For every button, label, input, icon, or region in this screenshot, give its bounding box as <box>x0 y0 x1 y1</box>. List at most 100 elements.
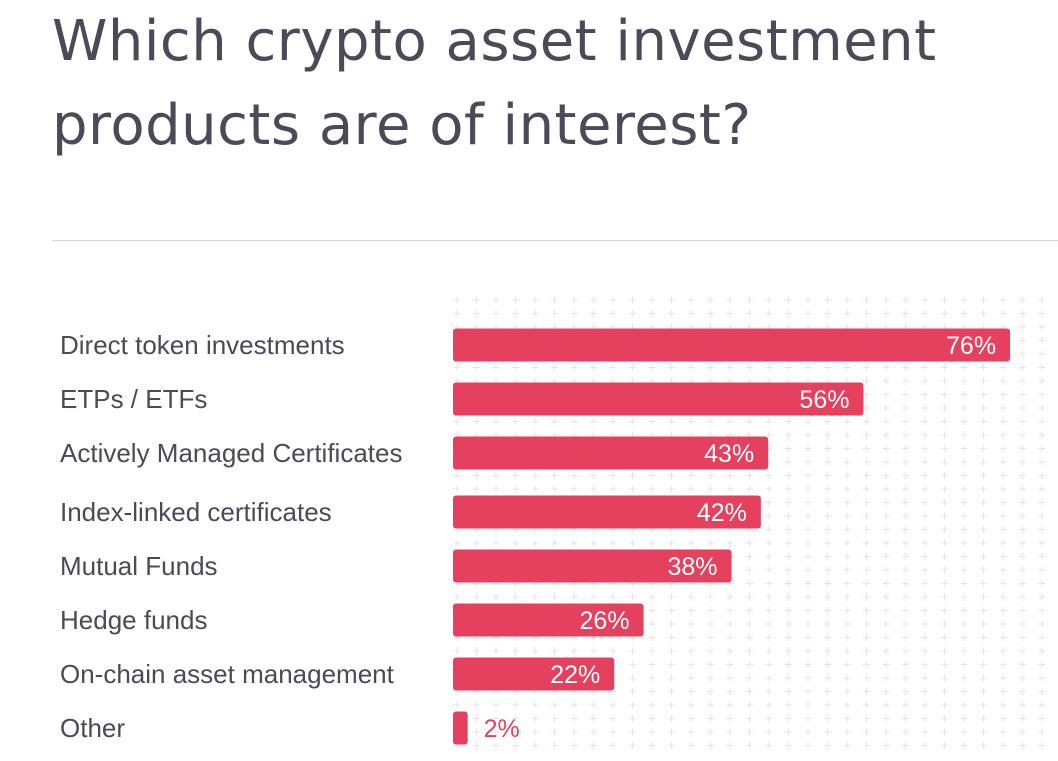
grid-plus-mark <box>863 445 870 452</box>
grid-plus-mark <box>1019 431 1026 439</box>
grid-plus-mark <box>785 485 792 493</box>
grid-plus-mark <box>941 647 948 655</box>
grid-plus-mark <box>746 553 753 560</box>
grid-plus-mark <box>707 593 714 601</box>
grid-plus-mark <box>629 647 636 655</box>
grid-plus-mark <box>863 674 870 682</box>
grid-plus-mark <box>1019 418 1026 425</box>
grid-plus-mark <box>570 647 578 655</box>
grid-plus-mark <box>980 566 987 574</box>
grid-plus-mark <box>824 485 831 493</box>
grid-plus-mark <box>1019 323 1026 331</box>
grid-plus-mark <box>1038 620 1046 628</box>
grid-plus-mark <box>1019 715 1026 722</box>
grid-plus-mark <box>531 701 539 709</box>
grid-plus-mark <box>1019 607 1026 614</box>
grid-plus-mark <box>512 647 519 655</box>
grid-plus-mark <box>902 634 909 641</box>
grid-plus-mark <box>668 620 675 628</box>
grid-plus-mark <box>843 512 851 520</box>
grid-plus-mark <box>726 742 734 749</box>
grid-plus-mark <box>999 445 1007 452</box>
grid-plus-mark <box>687 661 695 668</box>
grid-plus-mark <box>726 296 734 304</box>
grid-plus-mark <box>765 485 773 493</box>
grid-plus-mark <box>765 526 773 533</box>
grid-plus-mark <box>765 634 773 641</box>
grid-plus-mark <box>629 296 636 304</box>
grid-plus-mark <box>785 566 792 574</box>
grid-plus-mark <box>921 742 929 749</box>
grid-plus-mark <box>785 539 792 547</box>
grid-plus-mark <box>843 674 851 682</box>
grid-plus-mark <box>804 580 812 587</box>
grid-plus-mark <box>960 472 968 479</box>
grid-plus-mark <box>1038 512 1046 520</box>
grid-plus-mark <box>746 296 753 304</box>
grid-plus-mark <box>473 701 480 709</box>
grid-plus-mark <box>746 634 753 641</box>
grid-plus-mark <box>960 607 968 614</box>
grid-plus-mark <box>999 526 1007 533</box>
grid-plus-mark <box>960 458 968 466</box>
grid-plus-mark <box>921 512 929 520</box>
grid-plus-mark <box>960 634 968 641</box>
grid-plus-mark <box>785 310 792 317</box>
grid-plus-mark <box>1038 566 1046 574</box>
grid-plus-mark <box>882 418 890 425</box>
grid-plus-mark <box>765 418 773 425</box>
grid-plus-mark <box>999 472 1007 479</box>
grid-plus-mark <box>668 296 675 304</box>
grid-plus-mark <box>785 688 792 695</box>
grid-plus-mark <box>551 647 558 655</box>
grid-plus-mark <box>960 485 968 493</box>
grid-plus-mark <box>882 634 890 641</box>
grid-plus-mark <box>1019 485 1026 493</box>
grid-plus-mark <box>843 539 851 547</box>
grid-plus-mark <box>453 647 461 655</box>
grid-plus-mark <box>473 296 480 304</box>
grid-plus-mark <box>921 728 929 736</box>
grid-plus-mark <box>863 472 870 479</box>
grid-plus-mark <box>765 647 773 655</box>
grid-plus-mark <box>590 647 597 655</box>
grid-plus-mark <box>609 539 617 547</box>
grid-plus-mark <box>531 742 539 749</box>
grid-plus-mark <box>882 512 890 520</box>
grid-plus-mark <box>921 553 929 560</box>
grid-plus-mark <box>1038 310 1046 317</box>
grid-plus-mark <box>902 539 909 547</box>
grid-plus-mark <box>960 620 968 628</box>
grid-plus-mark <box>512 728 519 736</box>
grid-plus-mark <box>824 620 831 628</box>
grid-plus-mark <box>590 728 597 736</box>
grid-plus-mark <box>453 364 461 371</box>
grid-plus-mark <box>921 647 929 655</box>
grid-plus-mark <box>882 647 890 655</box>
grid-plus-mark <box>746 539 753 547</box>
grid-plus-mark <box>785 728 792 736</box>
grid-plus-mark <box>746 566 753 574</box>
grid-plus-mark <box>609 310 617 317</box>
grid-plus-mark <box>1038 715 1046 722</box>
grid-plus-mark <box>531 296 539 304</box>
grid-plus-mark <box>824 593 831 601</box>
grid-plus-mark <box>648 310 656 317</box>
grid-plus-mark <box>1038 580 1046 587</box>
grid-plus-mark <box>492 485 500 493</box>
grid-plus-mark <box>687 674 695 682</box>
grid-plus-mark <box>960 526 968 533</box>
grid-plus-mark <box>824 445 831 452</box>
grid-plus-mark <box>843 742 851 749</box>
grid-plus-mark <box>843 458 851 466</box>
grid-plus-mark <box>824 566 831 574</box>
grid-plus-mark <box>882 377 890 385</box>
grid-plus-mark <box>960 418 968 425</box>
grid-plus-mark <box>980 647 987 655</box>
category-label: Other <box>60 713 125 743</box>
grid-plus-mark <box>765 674 773 682</box>
grid-plus-mark <box>551 472 558 479</box>
grid-plus-mark <box>687 728 695 736</box>
grid-plus-mark <box>1038 674 1046 682</box>
grid-plus-mark <box>746 674 753 682</box>
